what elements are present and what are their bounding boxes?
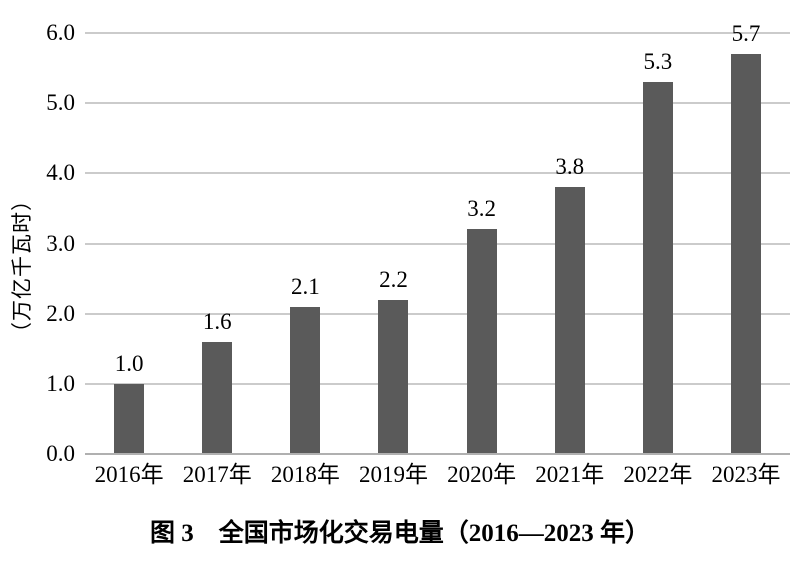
bar — [378, 299, 409, 454]
y-tick-label: 4.0 — [46, 160, 75, 186]
gridline — [85, 312, 790, 315]
bar-value-label: 2.2 — [379, 266, 408, 292]
bar — [114, 383, 145, 454]
bar — [290, 306, 321, 454]
gridline — [85, 242, 790, 245]
x-tick-label: 2020年 — [447, 462, 517, 487]
gridline — [85, 172, 790, 175]
bar — [554, 187, 585, 454]
plot-area: 1.0 1.6 2.1 2.2 3.2 3.8 5.3 5.7 — [85, 21, 790, 455]
bar-value-label: 1.6 — [202, 308, 232, 334]
x-tick-label: 2022年 — [623, 462, 693, 487]
y-tick-label: 1.0 — [46, 370, 75, 396]
x-tick-label: 2016年 — [94, 462, 164, 487]
bar-value-label: 5.3 — [643, 49, 673, 75]
x-axis-line — [85, 453, 790, 455]
bar-value-label: 3.8 — [555, 154, 585, 180]
x-tick-label: 2021年 — [535, 462, 605, 487]
x-tick-label: 2019年 — [358, 462, 428, 487]
bar — [466, 229, 497, 454]
x-tick-label: 2018年 — [270, 462, 340, 487]
bar — [642, 82, 673, 454]
y-tick-label: 0.0 — [46, 441, 75, 466]
x-tick-label: 2023年 — [711, 462, 781, 487]
bar-value-label: 5.7 — [731, 21, 761, 47]
y-tick-label: 3.0 — [46, 230, 75, 256]
bar-value-label: 2.1 — [290, 273, 320, 299]
gridline — [85, 32, 790, 34]
y-tick-label: 5.0 — [46, 90, 75, 116]
gridline — [85, 382, 790, 385]
bar — [202, 341, 233, 454]
bar-value-label: 3.2 — [467, 196, 496, 222]
x-tick-label: 2017年 — [182, 462, 252, 487]
gridline — [85, 102, 790, 105]
y-tick-label: 6.0 — [46, 20, 75, 45]
bar — [730, 54, 761, 454]
y-tick-label: 2.0 — [46, 300, 75, 326]
bar-value-label: 1.0 — [114, 350, 144, 376]
chart-title: 图 3 全国市场化交易电量（2016—2023 年） — [149, 520, 650, 547]
